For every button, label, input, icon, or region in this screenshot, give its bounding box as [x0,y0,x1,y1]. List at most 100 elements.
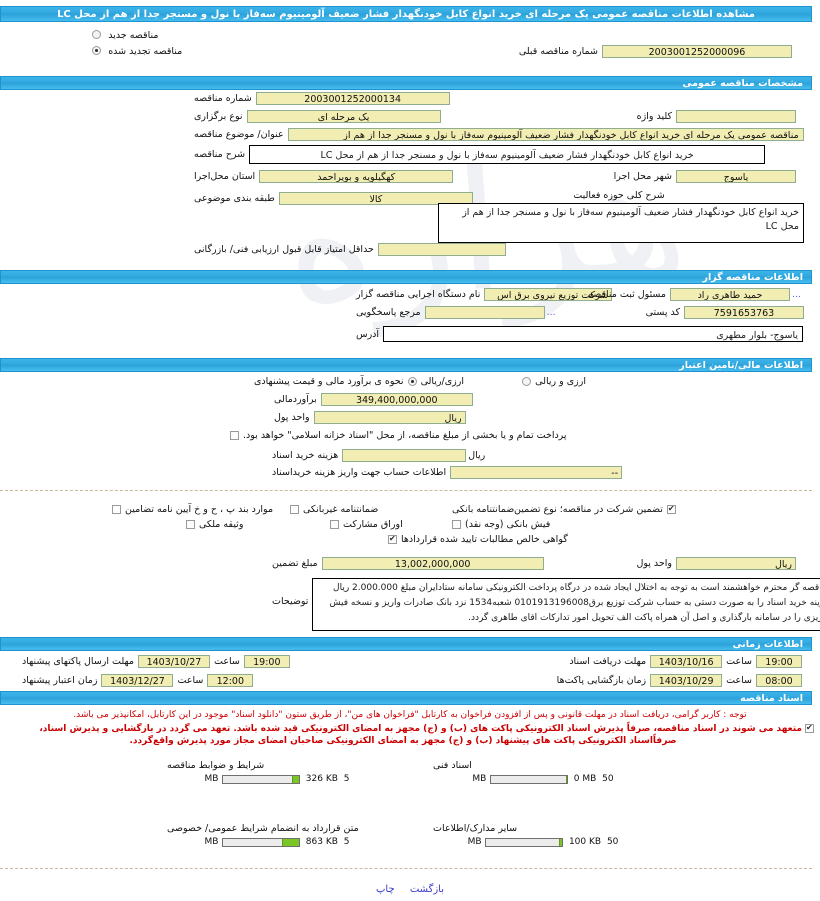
guarantee-option-2[interactable]: موارد بند پ ، ح و خ آیین نامه تضامین [112,504,277,515]
file-1-size: 0 MB [573,774,597,784]
postal-value[interactable]: 7591653763 [684,306,804,319]
commitment-text-line-1: متعهد می شوند در اسناد مناقصه، صرفاً پذی… [39,724,802,734]
scope-block: شرح کلی حوزه فعالیت خرید انواع کابل خودن… [434,190,804,243]
guarantee-option-6[interactable]: گواهی خالص مطالبات تایید شده قراردادها [388,534,572,545]
tender-type-new-option[interactable]: مناقصه جدید [92,30,162,41]
scope-value[interactable]: خرید انواع کابل خودنگهدار فشار ضعیف آلوم… [438,203,804,243]
postal-row: 7591653763 کد پستی [642,306,804,319]
holding-type-row: یک مرحله ای نوع برگزاری [190,110,441,123]
timing-row-1-left-date[interactable]: 1403/12/27 [101,674,174,687]
file-3-meter [484,837,563,847]
checkbox-other-clauses[interactable] [112,505,121,514]
back-link[interactable]: بازگشت [409,884,444,895]
timing-row-0-left-date[interactable]: 1403/10/27 [137,655,210,668]
islamic-treasury-row[interactable]: پرداخت تمام و یا بخشی از مبلغ مناقصه، از… [230,430,571,441]
keyword-value[interactable] [676,110,796,123]
timing-row-1-left-time[interactable]: 12:00 [207,674,254,687]
tender-type-group: مناقصه جدید مناقصه تجدید شده 20030012520… [0,28,820,72]
timing-row-1-left-label: زمان اعتبار پیشنهاد [22,675,98,686]
file-2-max: 5 MB [204,837,350,847]
subject-value[interactable]: مناقصه عمومی یک مرحله ای خرید انواع کابل… [287,128,804,141]
checkbox-islamic-treasury[interactable] [230,431,239,440]
guarantee-option-3[interactable]: فیش بانکی (وجه نقد) [452,519,554,530]
account-info-value[interactable]: -- [450,466,623,479]
keyword-label: کلید واژه [636,111,672,122]
checkbox-electronic-commitment[interactable] [805,723,814,733]
estimate-label: برآوردمالی [274,394,317,405]
checkbox-participation-bonds[interactable] [330,520,339,529]
tender-type-new-label: مناقصه جدید [108,30,159,41]
guarantee-notes-row: مناقصه گر محترم خواهشمند است به توجه به … [268,578,820,631]
tender-number-label: شماره مناقصه [194,93,252,104]
print-link[interactable]: چاپ [375,884,395,895]
radio-renewed-tender[interactable] [92,46,101,55]
classification-label: طبقه بندی موضوعی [194,193,275,204]
city-row: یاسوج شهر محل اجرا [610,170,796,183]
guarantee-option-1[interactable]: ضمانتنامه غیربانکی [290,504,382,515]
file-entry-1: اسناد فنی 50 MB 0 MB [433,760,653,785]
timing-row-1-right-date[interactable]: 1403/10/29 [650,674,723,687]
guarantee-currency-value[interactable]: ریال [676,557,796,570]
authority-org-value[interactable]: شرکت توزیع نیروی برق اس [484,288,613,301]
guarantee-option-5[interactable]: وثیقه ملکی [186,519,247,530]
checkbox-bank-guarantee[interactable] [666,504,676,514]
guarantee-type-row: تضمین شرکت در مناقصه؛ نوع تضمین [510,504,676,515]
guarantee-currency-label: واحد پول [636,558,672,569]
file-entry-2: متن قرارداد به انضمام شرایط عمومی/ خصوصی… [167,823,387,848]
checkbox-bank-receipt[interactable] [452,520,461,529]
previous-tender-number-value[interactable]: 2003001252000096 [602,45,792,58]
timing-row-0-right-time[interactable]: 19:00 [756,655,802,668]
registrar-more-icon[interactable]: … [792,289,802,300]
radio-new-tender[interactable] [92,30,101,39]
holding-type-value[interactable]: یک مرحله ای [246,110,441,123]
min-score-value[interactable] [377,243,506,256]
estimate-value[interactable]: 349,400,000,000 [320,393,473,406]
contact-more-icon[interactable]: … [546,307,557,318]
file-0-max: 5 MB [204,774,350,784]
radio-rial-currency[interactable] [407,377,417,386]
timing-row-0-right-date[interactable]: 1403/10/16 [650,655,723,668]
guarantee-option-4[interactable]: اوراق مشارکت [330,519,407,530]
previous-tender-number-row: 2003001252000096 شماره مناقصه قبلی [515,45,792,58]
timing-row-1-left: 12:00 ساعت 1403/12/27 زمان اعتبار پیشنها… [18,674,254,687]
contact-value[interactable] [424,306,545,319]
description-value[interactable]: خرید انواع کابل خودنگهدار فشار ضعیف آلوم… [249,145,766,164]
file-3-size: 100 KB [568,837,602,847]
holding-type-label: نوع برگزاری [194,111,243,122]
estimate-mode-alt[interactable]: ارزی و ریالی [522,376,590,387]
timing-row-0-left-time[interactable]: 19:00 [243,655,290,668]
registrar-value[interactable]: حمید طاهری راد [670,288,790,301]
commitment-text-line-2: صرفاًاسناد الکترونیکی پاکت های پیشنهاد (… [129,736,677,746]
guarantee-currency-row: ریال واحد پول [632,557,796,570]
tender-number-value[interactable]: 2003001252000134 [255,92,450,105]
address-value[interactable]: یاسوج- بلوار مطهری [383,326,804,342]
file-3-max: 50 MB [467,837,619,847]
timing-row-1-right-time[interactable]: 08:00 [756,674,802,687]
authority-org-row: شرکت توزیع نیروی برق اس نام دستگاه اجرای… [352,288,613,301]
city-value[interactable]: یاسوج [676,170,796,183]
timing-row-0-right: 19:00 ساعت 1403/10/16 مهلت دریافت اسناد [565,655,802,668]
classification-value[interactable]: کالا [278,192,473,205]
checkbox-nonbank-guarantee[interactable] [290,505,299,514]
tender-type-renewed-option[interactable]: مناقصه تجدید شده [92,46,186,57]
classification-row: کالا طبقه بندی موضوعی [190,192,473,205]
option-currency-rial-label: ارزی و ریالی [535,376,586,387]
subject-row: مناقصه عمومی یک مرحله ای خرید انواع کابل… [190,128,804,141]
guarantee-amount-label: مبلغ تضمین [272,558,318,569]
currency-unit-value[interactable]: ریال [313,411,466,424]
province-value[interactable]: کهگیلویه و بویراحمد [259,170,454,183]
tender-number-row: 2003001252000134 شماره مناقصه [190,92,450,105]
guarantee-amount-value[interactable]: 13,002,000,000 [321,557,544,570]
scope-label: شرح کلی حوزه فعالیت [573,190,665,201]
guarantee-notes-label: توضیحات [272,596,309,607]
radio-currency-rial[interactable] [522,377,532,386]
checkbox-net-claims-certificate[interactable] [388,534,397,544]
checkbox-property-lien[interactable] [186,520,195,529]
city-label: شهر محل اجرا [613,171,672,182]
file-0-size: 326 KB [305,774,338,784]
divider-guarantee [0,490,812,491]
description-row: خرید انواع کابل خودنگهدار فشار ضعیف آلوم… [190,145,766,164]
divider-footer [0,868,812,869]
doc-cost-value[interactable] [342,449,467,462]
file-entry-0: شرایط و ضوابط مناقصه 5 MB 326 KB [167,760,387,785]
